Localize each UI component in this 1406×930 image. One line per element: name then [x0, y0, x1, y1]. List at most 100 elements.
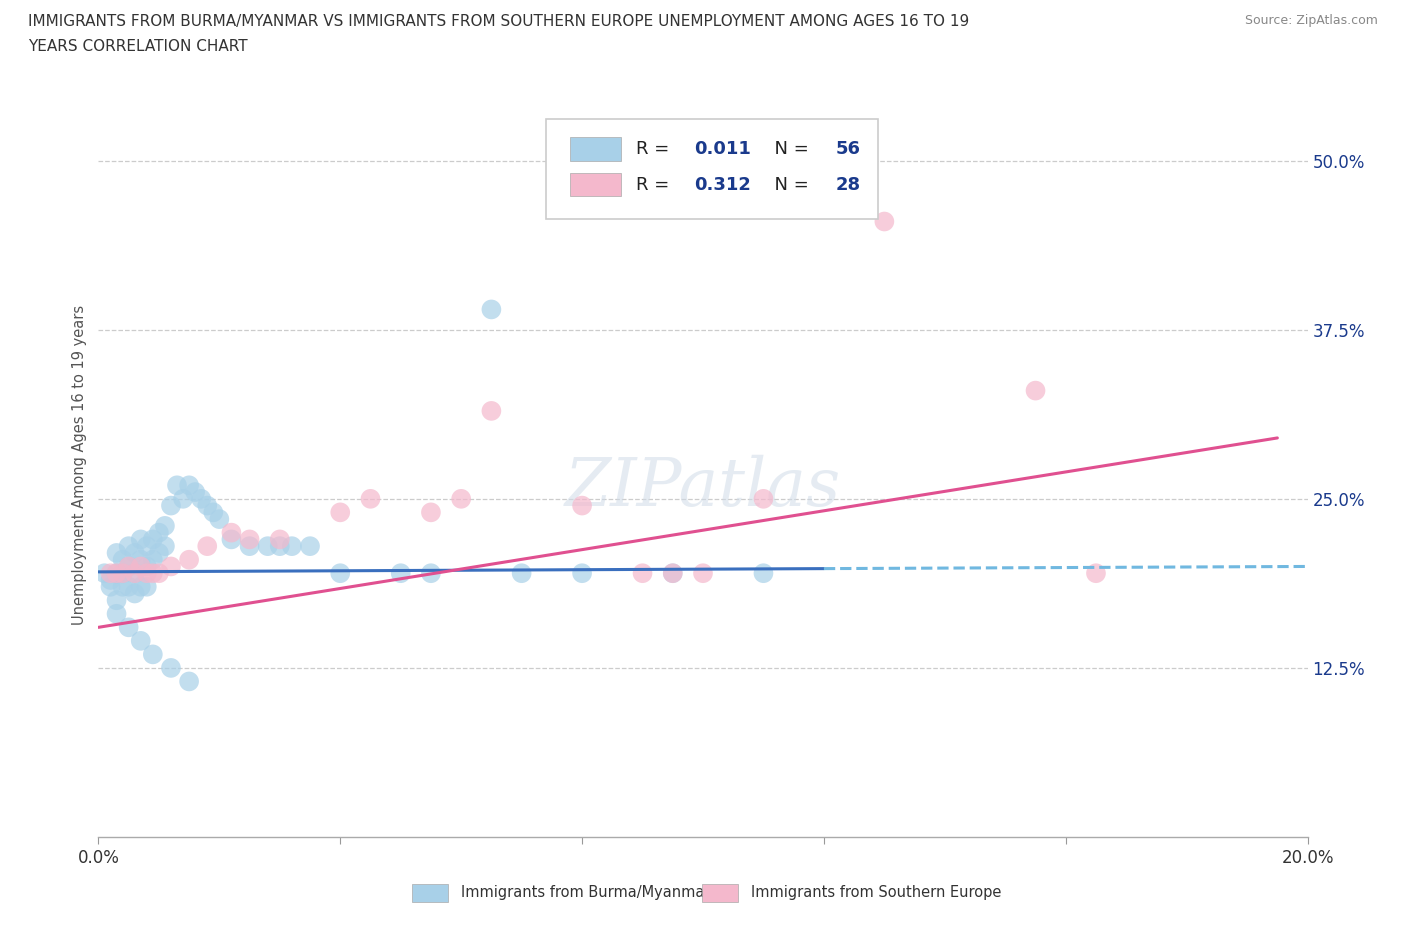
- Point: [329, 565, 352, 580]
- Point: [208, 512, 231, 526]
- Point: [124, 586, 146, 601]
- Point: [100, 579, 122, 594]
- Point: [172, 491, 194, 506]
- Point: [631, 565, 654, 580]
- Point: [129, 633, 152, 648]
- Point: [481, 404, 503, 418]
- Point: [202, 505, 225, 520]
- Point: [148, 546, 170, 561]
- Point: [118, 620, 141, 635]
- FancyBboxPatch shape: [569, 173, 621, 196]
- Point: [142, 647, 165, 662]
- FancyBboxPatch shape: [702, 884, 738, 902]
- Point: [129, 532, 152, 547]
- Point: [269, 538, 291, 553]
- Point: [118, 559, 141, 574]
- Point: [389, 565, 412, 580]
- Point: [661, 565, 683, 580]
- Text: 0.011: 0.011: [695, 140, 751, 158]
- Point: [111, 552, 134, 567]
- Point: [510, 565, 533, 580]
- Point: [142, 565, 165, 580]
- Point: [420, 565, 443, 580]
- Point: [118, 559, 141, 574]
- Point: [221, 532, 243, 547]
- Point: [179, 552, 201, 567]
- Point: [571, 565, 593, 580]
- Point: [752, 565, 775, 580]
- Text: N =: N =: [763, 140, 815, 158]
- Point: [239, 538, 262, 553]
- Point: [160, 498, 183, 513]
- Text: R =: R =: [637, 140, 675, 158]
- Point: [111, 579, 134, 594]
- FancyBboxPatch shape: [546, 119, 879, 219]
- Y-axis label: Unemployment Among Ages 16 to 19 years: Unemployment Among Ages 16 to 19 years: [72, 305, 87, 625]
- Text: 0.312: 0.312: [695, 176, 751, 193]
- Point: [105, 546, 128, 561]
- Text: ZIPatlas: ZIPatlas: [565, 455, 841, 520]
- Point: [142, 552, 165, 567]
- Point: [281, 538, 304, 553]
- Point: [135, 565, 157, 580]
- FancyBboxPatch shape: [412, 884, 449, 902]
- Point: [129, 579, 152, 594]
- Point: [100, 573, 122, 588]
- Point: [450, 491, 472, 506]
- Point: [1085, 565, 1108, 580]
- Point: [129, 552, 152, 567]
- Point: [873, 214, 896, 229]
- Text: 56: 56: [837, 140, 860, 158]
- Point: [481, 302, 503, 317]
- Point: [142, 532, 165, 547]
- Point: [100, 565, 122, 580]
- Point: [105, 592, 128, 607]
- Point: [105, 565, 128, 580]
- FancyBboxPatch shape: [569, 137, 621, 161]
- Point: [111, 565, 134, 580]
- Point: [129, 559, 152, 574]
- Point: [160, 559, 183, 574]
- Point: [195, 538, 218, 553]
- Point: [148, 565, 170, 580]
- Point: [256, 538, 278, 553]
- Point: [571, 498, 593, 513]
- Point: [179, 674, 201, 689]
- Text: Source: ZipAtlas.com: Source: ZipAtlas.com: [1244, 14, 1378, 27]
- Point: [752, 491, 775, 506]
- Point: [195, 498, 218, 513]
- Point: [153, 538, 176, 553]
- Point: [124, 565, 146, 580]
- Point: [1024, 383, 1046, 398]
- Point: [135, 559, 157, 574]
- Text: YEARS CORRELATION CHART: YEARS CORRELATION CHART: [28, 39, 247, 54]
- Point: [239, 532, 262, 547]
- Text: IMMIGRANTS FROM BURMA/MYANMAR VS IMMIGRANTS FROM SOUTHERN EUROPE UNEMPLOYMENT AM: IMMIGRANTS FROM BURMA/MYANMAR VS IMMIGRA…: [28, 14, 969, 29]
- Point: [105, 565, 128, 580]
- Point: [269, 532, 291, 547]
- Text: N =: N =: [763, 176, 815, 193]
- Point: [360, 491, 382, 506]
- Point: [93, 565, 115, 580]
- Point: [160, 660, 183, 675]
- Point: [153, 518, 176, 533]
- Text: 28: 28: [837, 176, 860, 193]
- Text: R =: R =: [637, 176, 675, 193]
- Point: [148, 525, 170, 540]
- Point: [184, 485, 207, 499]
- Point: [661, 565, 683, 580]
- Point: [124, 546, 146, 561]
- Point: [190, 491, 212, 506]
- Point: [111, 565, 134, 580]
- Point: [118, 579, 141, 594]
- Point: [135, 538, 157, 553]
- Text: Immigrants from Southern Europe: Immigrants from Southern Europe: [751, 885, 1001, 900]
- Text: Immigrants from Burma/Myanmar: Immigrants from Burma/Myanmar: [461, 885, 710, 900]
- Point: [221, 525, 243, 540]
- Point: [166, 478, 188, 493]
- Point: [299, 538, 322, 553]
- Point: [124, 565, 146, 580]
- Point: [135, 579, 157, 594]
- Point: [118, 538, 141, 553]
- Point: [692, 565, 714, 580]
